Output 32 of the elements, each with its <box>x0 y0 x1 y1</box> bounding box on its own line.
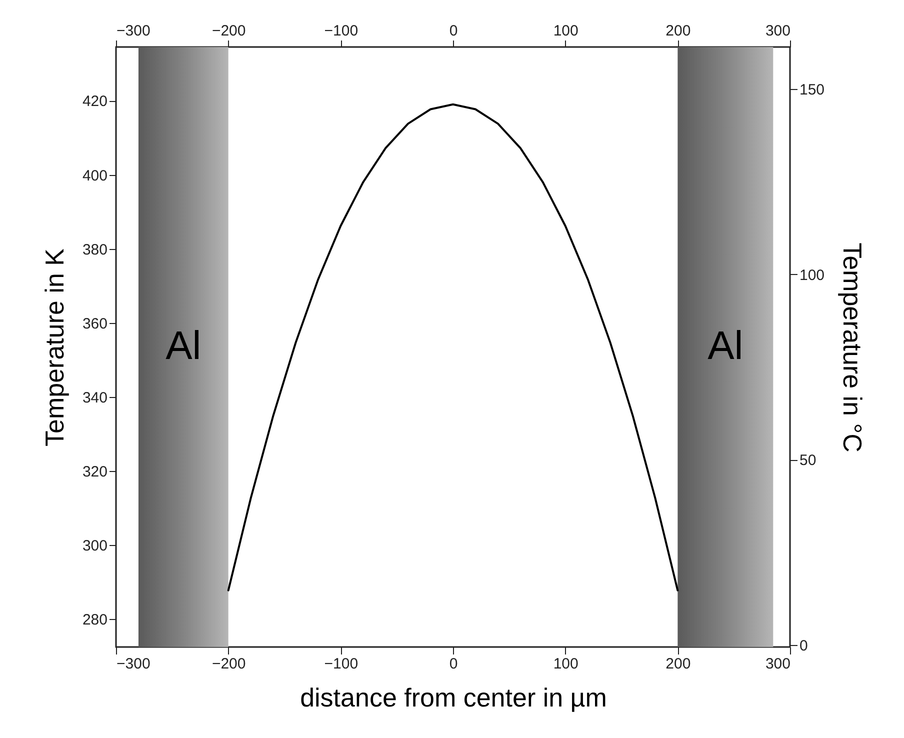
y-tick-label: 300 <box>82 538 108 555</box>
x-tick-label: −200 <box>212 656 246 672</box>
y2-axis-title: Temperature in °C <box>838 242 868 452</box>
y2-tick-label: 100 <box>800 266 825 284</box>
x2-tick-label: 300 <box>765 22 790 40</box>
x2-tick-label: −100 <box>324 22 358 40</box>
x-tick-label: 200 <box>666 656 691 672</box>
x2-tick-label: 200 <box>666 22 691 40</box>
x-tick-label: 100 <box>553 656 578 672</box>
x-tick-label: 300 <box>765 656 790 672</box>
x2-tick-label: 0 <box>449 22 458 40</box>
y-tick-label: 280 <box>82 612 108 629</box>
x-axis-title: distance from center in µm <box>300 682 607 712</box>
y-tick-label: 320 <box>82 464 108 481</box>
y2-tick-label: 150 <box>800 82 825 99</box>
band-label: Al <box>166 324 202 368</box>
y2-tick-label: 50 <box>800 452 816 470</box>
x-tick-label: −100 <box>324 656 358 672</box>
y-tick-label: 420 <box>82 93 108 110</box>
y-tick-label: 380 <box>82 241 108 258</box>
x-tick-label: −300 <box>116 656 150 672</box>
y-axis-title: Temperature in K <box>39 248 70 446</box>
x2-tick-label: 100 <box>553 22 578 40</box>
line-series <box>227 103 679 592</box>
y-tick-label: 340 <box>82 390 108 406</box>
x-tick-label: 0 <box>449 656 458 672</box>
x2-tick-label: −300 <box>116 22 150 40</box>
y-tick-label: 400 <box>82 167 108 184</box>
y2-tick-label: 0 <box>800 637 808 654</box>
x2-tick-label: −200 <box>212 22 246 40</box>
y-tick-label: 360 <box>82 315 108 332</box>
band-label: Al <box>708 324 744 368</box>
